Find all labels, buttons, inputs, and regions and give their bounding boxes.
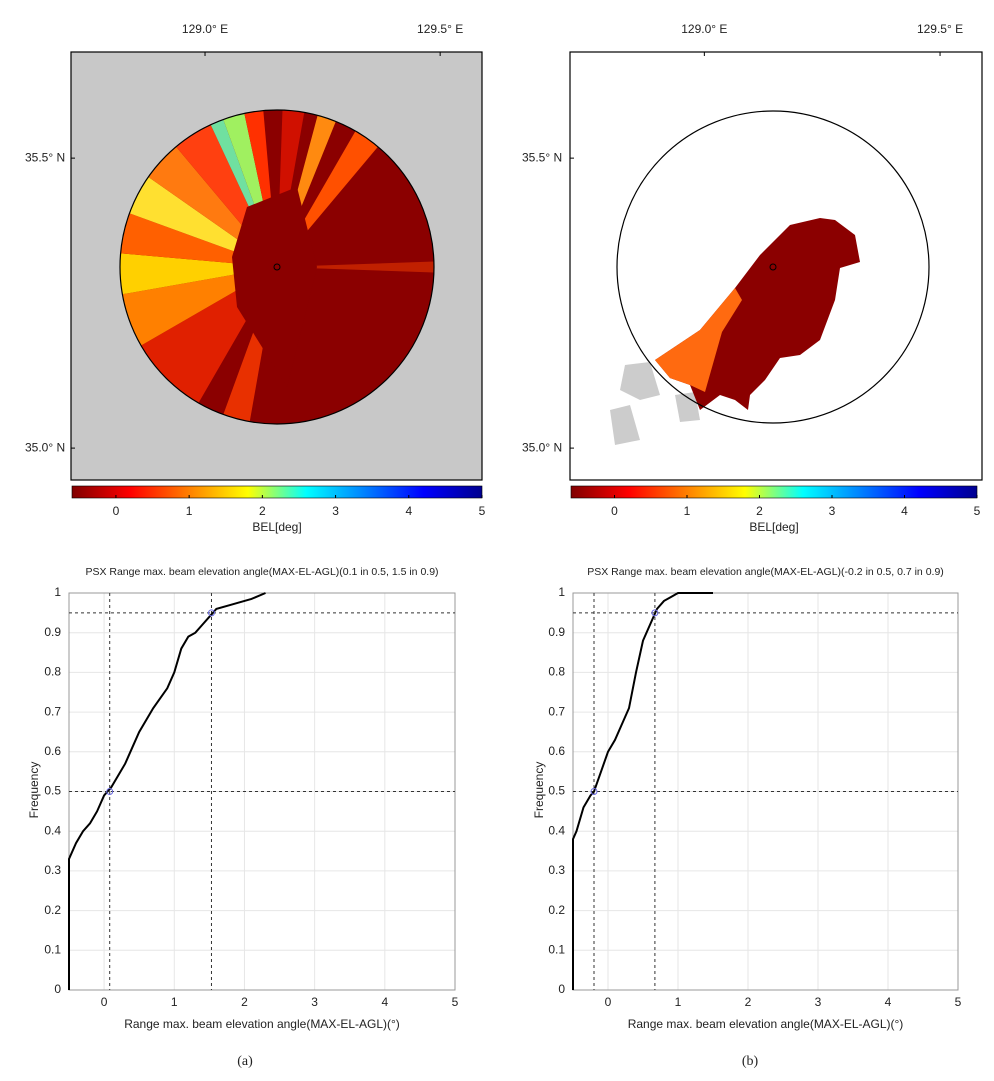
y-tick-label: 0.2	[44, 903, 61, 917]
caption: (b)	[742, 1054, 759, 1069]
y-tick-label: 35.0° N	[522, 440, 562, 454]
y-tick-label: 0	[54, 982, 61, 996]
colorbar-label: BEL[deg]	[749, 520, 798, 534]
y-tick-label: 0.4	[44, 823, 61, 837]
y-tick-label: 0.3	[548, 863, 565, 877]
x-tick-label: 0	[101, 995, 108, 1009]
colorbar	[570, 485, 978, 499]
x-tick-label: 3	[311, 995, 318, 1009]
x-tick-label: 2	[241, 995, 248, 1009]
y-tick-label: 0.6	[44, 744, 61, 758]
x-tick-label: 1	[675, 995, 682, 1009]
y-tick-label: 0.6	[548, 744, 565, 758]
sector	[120, 249, 277, 302]
x-tick-label: 4	[885, 995, 892, 1009]
y-tick-label: 0.4	[548, 823, 565, 837]
y-tick-label: 0.1	[44, 942, 61, 956]
coverage	[655, 288, 742, 392]
y-tick-label: 0.5	[44, 784, 61, 798]
x-tick-label: 129.0° E	[182, 22, 228, 36]
x-tick-label: 3	[815, 995, 822, 1009]
y-axis-label: Frequency	[532, 762, 546, 819]
range-ring	[616, 110, 930, 424]
radar-coverage	[610, 110, 930, 445]
colorbar	[71, 485, 483, 499]
land-gray	[675, 392, 700, 422]
y-tick-label: 35.5° N	[25, 150, 65, 164]
y-tick-label: 0.8	[548, 665, 565, 679]
map-frame	[70, 51, 483, 481]
colorbar-tick-label: 0	[113, 504, 120, 518]
y-tick-label: 35.5° N	[522, 150, 562, 164]
range-ring	[119, 109, 435, 425]
radar-site	[769, 263, 777, 271]
ref-marker	[207, 609, 215, 617]
y-tick-label: 1	[54, 585, 61, 599]
sector	[277, 260, 434, 274]
ref-marker	[590, 788, 598, 795]
ref-marker	[651, 609, 659, 617]
ref-marker	[106, 788, 114, 795]
y-tick-label: 0.7	[44, 704, 61, 718]
x-tick-label: 1	[171, 995, 178, 1009]
chart-title: PSX Range max. beam elevation angle(MAX-…	[587, 566, 944, 578]
colorbar-tick-label: 4	[901, 504, 908, 518]
y-tick-label: 0.3	[44, 863, 61, 877]
radar-site	[273, 263, 281, 271]
colorbar-tick-label: 4	[405, 504, 412, 518]
land-gray	[620, 362, 660, 400]
chart-title: PSX Range max. beam elevation angle(MAX-…	[85, 566, 438, 578]
x-tick-label: 4	[381, 995, 388, 1009]
x-tick-label: 5	[955, 995, 962, 1009]
y-tick-label: 0.9	[548, 625, 565, 639]
y-tick-label: 0.5	[548, 784, 565, 798]
colorbar-tick-label: 5	[974, 504, 981, 518]
colorbar-label: BEL[deg]	[252, 520, 301, 534]
colorbar-tick-label: 5	[479, 504, 486, 518]
x-tick-label: 0	[605, 995, 612, 1009]
y-tick-label: 0.7	[548, 704, 565, 718]
x-tick-label: 129.5° E	[917, 22, 963, 36]
y-tick-label: 0	[558, 982, 565, 996]
y-tick-label: 35.0° N	[25, 440, 65, 454]
y-axis-label: Frequency	[27, 762, 41, 819]
x-tick-label: 129.0° E	[681, 22, 727, 36]
x-tick-label: 5	[452, 995, 459, 1009]
colorbar-tick-label: 1	[684, 504, 691, 518]
map-frame	[569, 51, 983, 481]
y-tick-label: 0.9	[44, 625, 61, 639]
cdf-line	[572, 592, 713, 990]
colorbar-tick-label: 3	[332, 504, 339, 518]
cdf-line	[68, 592, 266, 990]
y-tick-label: 0.1	[548, 942, 565, 956]
x-tick-label: 129.5° E	[417, 22, 463, 36]
colorbar-tick-label: 3	[829, 504, 836, 518]
caption: (a)	[237, 1054, 253, 1069]
sector	[232, 187, 317, 387]
y-tick-label: 1	[558, 585, 565, 599]
y-tick-label: 0.2	[548, 903, 565, 917]
x-axis-label: Range max. beam elevation angle(MAX-EL-A…	[628, 1017, 904, 1031]
colorbar-tick-label: 2	[259, 504, 266, 518]
land-gray	[610, 405, 640, 445]
colorbar-tick-label: 0	[611, 504, 618, 518]
x-tick-label: 2	[745, 995, 752, 1009]
colorbar-tick-label: 1	[186, 504, 193, 518]
x-axis-label: Range max. beam elevation angle(MAX-EL-A…	[124, 1017, 400, 1031]
y-tick-label: 0.8	[44, 665, 61, 679]
colorbar-tick-label: 2	[756, 504, 763, 518]
